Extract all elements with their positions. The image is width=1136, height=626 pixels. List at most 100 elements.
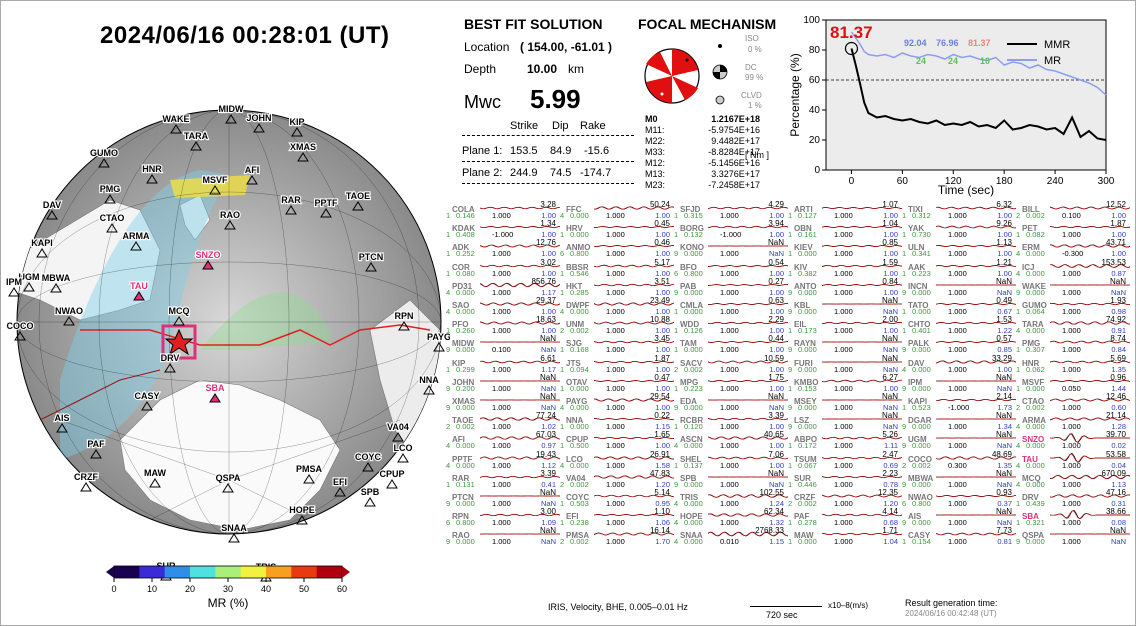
station-triangle-icon [209,393,221,403]
station-weight: 1.000 [492,422,511,432]
station-weight: 1.000 [834,537,853,547]
location-label: Location [464,40,510,54]
station-value: NaN [767,392,784,401]
synthetic-trace [1050,417,1130,421]
station-shift: 0.000 [912,479,931,489]
station-triangle-icon [141,401,153,411]
synthetic-trace [936,303,1016,305]
station-waveform [1050,452,1130,463]
station-shift: 0.446 [798,479,817,489]
station-waveform [708,360,788,363]
globe-station-label: MSVF [202,175,228,185]
station-cell: ANTO 0.84 9 0.000 1.000 1.00 [788,277,902,297]
station-waveform [1050,206,1130,210]
synthetic-trace [822,533,902,536]
station-waveform [594,226,674,229]
station-waveform [708,226,788,229]
station-name: RAYN [794,339,816,349]
station-quality: 1 [674,345,679,355]
station-waveform [1050,263,1130,268]
station-waveform [708,532,788,537]
station-quality: 1 [788,268,793,278]
station-name: ABPO [794,435,818,445]
synthetic-trace [936,322,1016,325]
series-line-mmr [850,48,1107,141]
station-name: IPM [908,377,923,387]
synthetic-trace [1050,263,1130,268]
station-shift: 0.000 [684,441,703,451]
station-shift: 0.000 [570,460,589,470]
station-weight: 1.000 [606,499,625,508]
synthetic-trace [822,322,902,325]
synthetic-trace [1050,453,1130,463]
station-ratio: 1.00 [997,211,1012,220]
station-shift: 0.000 [684,518,703,528]
station-waveform [708,264,788,267]
synthetic-trace [594,283,674,286]
colorbar-tick-label: 50 [299,584,309,594]
station-shift: 0.120 [684,422,703,432]
synthetic-trace [480,282,560,287]
station-value: 3.02 [540,257,556,267]
station-value: 102.55 [759,488,784,497]
station-waveform [594,264,674,267]
station-weight: 1.000 [492,499,511,508]
station-ratio: 1.00 [655,268,670,278]
station-value: 19.43 [535,449,556,459]
station-cell: PTCN NaN 9 0.000 1.000 NaN [446,488,560,508]
station-triangle-icon [80,482,92,492]
station-triangle-icon [397,453,409,463]
station-triangle-icon [225,114,237,124]
station-name: LSZ [794,416,810,426]
station-quality: 9 [788,364,793,374]
station-shift: 0.002 [570,326,589,336]
result-generation-label: Result generation time: [905,598,998,608]
station-weight: 1.000 [720,460,739,470]
station-weight: 1.000 [948,479,967,489]
station-cell: SUR 2.23 1 0.446 1.000 0.78 [788,469,902,489]
station-ratio: 1.17 [541,364,556,374]
station-name: CTAO [1022,397,1045,406]
station-waveform [936,245,1016,248]
station-waveform [822,341,902,343]
station-ratio: NaN [882,403,898,412]
station-cell: PMSA 16.14 2 0.002 1.000 1.70 [560,526,674,546]
station-ratio: 1.00 [655,249,670,259]
station-cell: CPUP 1.65 1 0.500 1.000 1.00 [560,430,674,451]
strike-header: Strike [510,120,539,132]
station-shift: 0.161 [798,230,817,240]
network-info: IRIS, Velocity, BHE, 0.005–0.01 Hz [548,602,688,612]
station-shift: 0.500 [570,441,589,451]
station-ratio: 1.02 [541,422,556,432]
station-value: 0.54 [768,257,784,267]
station-weight: 1.000 [948,307,967,316]
station-shift: 0.000 [798,537,817,547]
station-triangle-icon [362,462,374,472]
moment-name: M0 [645,114,658,124]
station-value: 1.13 [996,238,1012,248]
station-value: 0.49 [996,296,1012,305]
globe-station-label: MAW [144,468,167,478]
station-value: 1.93 [1110,296,1126,305]
station-ratio: 1.00 [541,211,556,220]
synthetic-trace [822,283,902,286]
station-quality: 4 [446,307,451,316]
station-name: TATO [908,301,929,310]
synthetic-trace [708,437,788,440]
station-shift: 0.000 [684,345,703,355]
station-shift: 0.000 [1026,460,1045,470]
station-triangle-icon [56,423,68,433]
station-cell: HOPE 62.34 4 0.000 1.000 1.32 [674,507,788,528]
station-name: WDD [680,320,700,330]
station-weight: 1.000 [606,364,625,374]
synthetic-trace [594,264,674,267]
y-tick-label: 60 [809,75,821,86]
station-cell: JTS 1.87 1 0.094 1.000 1.00 [560,354,674,374]
station-quality: 2 [1016,211,1021,220]
station-waveform [594,360,674,363]
station-waveform [1050,533,1130,535]
colorbar-cell [240,566,267,578]
station-cell: PALK 0.57 9 0.000 1.000 0.85 [902,334,1016,354]
station-triangle-icon [98,158,110,168]
synthetic-trace [594,360,674,363]
